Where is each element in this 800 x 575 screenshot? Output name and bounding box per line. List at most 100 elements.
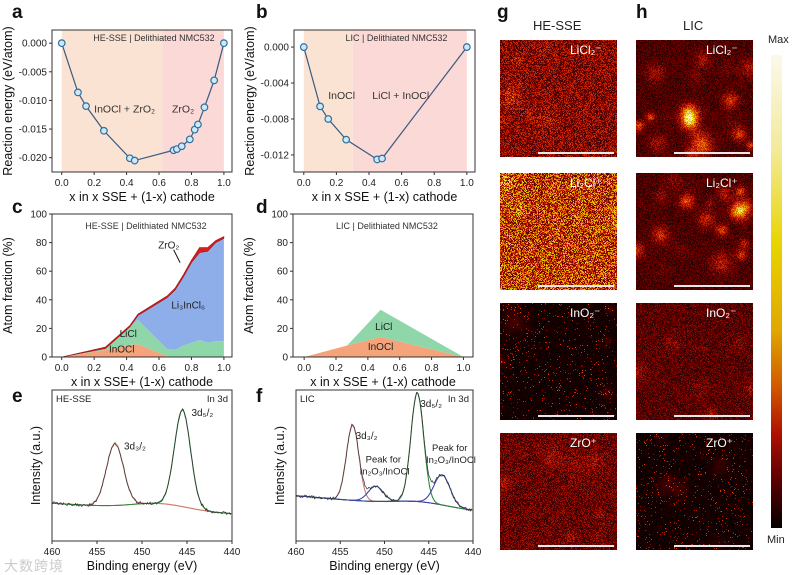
x-tick-label: 0.0 (55, 363, 69, 374)
raw-spectrum (51, 408, 232, 516)
data-point (219, 39, 228, 48)
x-tick-label: 445 (420, 547, 437, 558)
data-point (185, 135, 194, 144)
series-label: InOCl (109, 345, 135, 356)
tof-sims-map-he-sse-4 (500, 433, 617, 550)
y-axis-title: Reaction energy (eV/atom) (1, 26, 15, 175)
x-axis-title: x in x SSE + (1-x) cathode (312, 190, 458, 204)
ion-label: InO₂⁻ (706, 306, 737, 320)
data-point (177, 142, 186, 151)
y-tick-label: 0.000 (22, 39, 47, 50)
scale-bar (538, 545, 614, 547)
series-label: ZrO₂ (158, 240, 179, 251)
x-tick-label: 1.0 (456, 363, 470, 374)
peak-label: 3d₃/₂ (124, 442, 146, 453)
x-tick-label: 460 (44, 547, 61, 558)
region-label: In 3d (207, 394, 228, 405)
phase-label: InOCl + ZrO₂ (94, 103, 155, 115)
data-point (82, 102, 90, 111)
x-axis-title: Binding energy (eV) (87, 559, 197, 573)
panel-letter-d: d (256, 197, 268, 218)
area-licl (304, 309, 464, 357)
y-tick-label: 100 (271, 210, 288, 221)
x-tick-label: 440 (224, 547, 241, 558)
y-tick-label: 60 (36, 267, 48, 278)
plot-frame (51, 213, 233, 358)
y-axis-title: Atom fraction (%) (242, 237, 256, 334)
phase-region (303, 30, 353, 172)
data-point (130, 156, 139, 165)
y-tick-label: -0.015 (19, 125, 48, 136)
y-axis-title: Atom fraction (%) (1, 237, 15, 334)
x-tick-label: 0.0 (297, 178, 311, 189)
x-tick-label: 0.0 (55, 178, 69, 189)
x-tick-label: 0.6 (393, 363, 407, 374)
phase-label: InOCl (328, 90, 355, 102)
ion-label: Li₂Cl⁺ (706, 176, 738, 190)
plot-frame (293, 29, 476, 173)
data-point (462, 43, 471, 51)
phase-region (352, 30, 467, 172)
y-tick-label: 0.000 (264, 43, 289, 54)
chart-panel-a: 0.0 0.2 0.4 0.6 0.8 1.0 0.000 -0.005 -0.010 -0.01… (1, 26, 233, 204)
tof-sims-map-lic-1 (636, 40, 753, 157)
x-axis-title: x in x SSE + (1-x) cathode (310, 375, 456, 389)
scale-bar (538, 285, 614, 287)
region-label: In 3d (448, 394, 469, 405)
x-tick-label: 0.6 (395, 178, 409, 189)
x-tick-label: 0.8 (185, 178, 199, 189)
ion-label: ZrO⁺ (570, 436, 597, 450)
chart-panel-d: 0.0 0.2 0.4 0.6 0.8 1.0 0 20 40 60 80 100 x in x SSE… (242, 210, 474, 389)
data-point (342, 135, 351, 144)
scale-bar (538, 152, 614, 154)
scale-bar (674, 285, 750, 287)
y-tick-label: -0.004 (261, 79, 290, 90)
ion-label: LiCl₂⁻ (706, 43, 738, 57)
x-tick-label: 0.4 (120, 178, 134, 189)
panel-letter-c: c (12, 197, 23, 218)
chart-panel-b: 0.0 0.2 0.4 0.6 0.8 1.0 0.000 -0.004 -0.008 -0.01… (243, 26, 476, 204)
phase-label: LiCl + InOCl (372, 90, 429, 102)
data-point (200, 103, 209, 112)
x-axis-title: x in x SSE+ (1-x) cathode (71, 375, 213, 389)
scale-bar (538, 415, 614, 417)
x-tick-label: 450 (376, 547, 393, 558)
y-tick-label: -0.012 (261, 150, 290, 161)
chart-title: HE-SSE | Delithiated NMC532 (93, 33, 214, 43)
raw-spectrum (295, 392, 473, 512)
y-axis-title: Intensity (a.u.) (273, 426, 287, 505)
x-tick-label: 1.0 (217, 178, 231, 189)
chart-panel-e: 460 455 450 445 440 Binding energy (eV) Intens… (29, 389, 241, 573)
ion-label: ZrO⁺ (706, 436, 733, 450)
x-tick-label: 440 (465, 547, 482, 558)
x-axis-title: Binding energy (eV) (329, 559, 439, 573)
y-tick-label: 20 (36, 324, 48, 335)
fit-peak (51, 409, 232, 515)
data-point (324, 115, 333, 123)
x-tick-label: 0.8 (185, 363, 199, 374)
area-licl (61, 319, 224, 357)
peak-label: 3d₅/₂ (420, 399, 442, 410)
area-zro (61, 236, 225, 358)
panel-letter-e: e (12, 386, 23, 407)
tof-sims-map-lic-2 (636, 173, 753, 290)
x-tick-label: 445 (179, 547, 196, 558)
panel-letter-a: a (12, 2, 23, 23)
y-tick-label: -0.008 (261, 114, 290, 125)
x-tick-label: 1.0 (217, 363, 231, 374)
tof-sims-map-he-sse-2 (500, 173, 617, 290)
x-tick-label: 460 (288, 547, 305, 558)
y-tick-label: -0.010 (19, 96, 48, 107)
y-tick-label: 40 (36, 295, 48, 306)
scale-bar (674, 152, 750, 154)
data-point (299, 43, 308, 51)
y-axis-title: Reaction energy (eV/atom) (243, 26, 257, 175)
panel-letter-g: g (497, 2, 509, 23)
sample-label: LIC (300, 394, 315, 405)
x-tick-label: 0.8 (427, 178, 441, 189)
series-label: InOCl (368, 342, 394, 353)
data-point (57, 39, 66, 48)
ion-label: InO₂⁻ (570, 306, 601, 320)
y-tick-label: 60 (277, 267, 289, 278)
y-tick-label: -0.005 (19, 67, 48, 78)
